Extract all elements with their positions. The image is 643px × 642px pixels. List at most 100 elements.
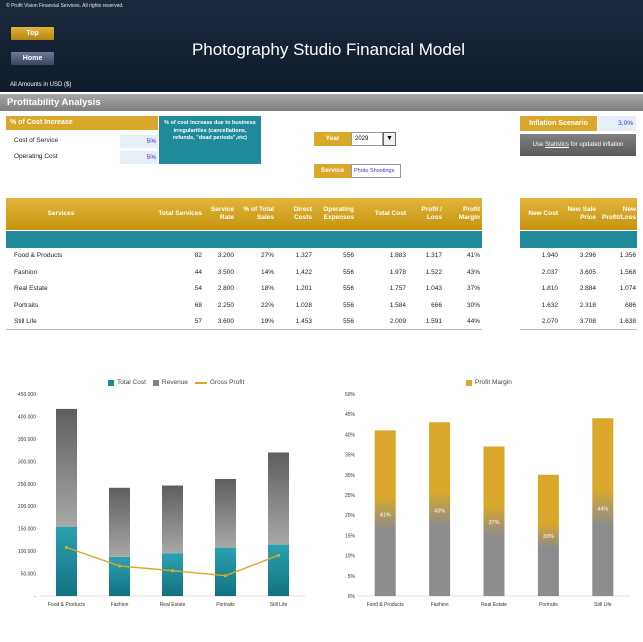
col-profit-loss: Profit / Loss	[421, 205, 442, 222]
table-cell-opex: 556	[343, 252, 354, 259]
home-button[interactable]: Home	[11, 52, 54, 65]
legend-swatch-revenue	[152, 379, 159, 386]
col-new-cost: New Cost	[528, 209, 558, 217]
y-tick-label: 300.000	[18, 459, 36, 465]
x-tick-label: Real Estate	[160, 602, 186, 608]
legend-swatch-profit-margin	[466, 379, 472, 386]
copyright-text: © Profit Vision Financial Services. All …	[6, 3, 124, 9]
chart2-legend: Profit Margin	[466, 379, 512, 386]
table-cell-opex: 556	[343, 285, 354, 293]
bar-total-cost	[268, 544, 289, 596]
table-body: Food & Products 82 3.200 27% 1.327 556 1.883 1.…	[6, 248, 482, 330]
table-cell-direct: 1.422	[295, 268, 312, 276]
gross-profit-point	[276, 553, 281, 557]
y-tick-label: 15%	[345, 533, 356, 539]
currency-note: All Amounts in USD ($)	[10, 82, 72, 88]
table-cell-profit: 1.591	[425, 318, 442, 326]
table-cell-total: 57	[194, 318, 202, 326]
bar-revenue	[109, 487, 130, 557]
x-tick-label: Real Estate	[481, 602, 507, 608]
bar-total-cost	[162, 553, 183, 596]
operating-cost-input[interactable]: 5%	[120, 151, 158, 164]
table-cell-new_price: 3.605	[579, 268, 596, 276]
cost-increase-heading: % of Cost Increase	[6, 116, 158, 130]
y-tick-label: 10%	[345, 554, 356, 560]
year-select[interactable]: 2029	[351, 132, 383, 146]
bar-revenue	[56, 408, 77, 527]
y-tick-label: 40%	[345, 432, 356, 438]
table-cell-cost: 1.757	[389, 285, 406, 293]
table-cell-new_cost: 1.810	[541, 285, 558, 293]
y-tick-label: 350.000	[18, 437, 36, 443]
table-cell-profit: 1.522	[425, 268, 442, 276]
table-cell-new_profit: 1.356	[619, 252, 636, 259]
table-cell-pct: 22%	[260, 301, 274, 309]
inflation-label: Inflation Scenario	[520, 116, 597, 131]
statistics-button[interactable]: Use Statistics for updated inflation	[520, 134, 636, 156]
y-tick-label: 45%	[345, 412, 356, 418]
y-tick-label: 450.000	[18, 392, 36, 398]
table-cell-total: 82	[194, 252, 202, 259]
top-button[interactable]: Top	[11, 27, 54, 40]
operating-cost-label: Operating Cost	[14, 153, 58, 160]
chevron-down-icon[interactable]: ▼	[383, 132, 396, 146]
y-tick-label: -	[34, 594, 36, 600]
bar-data-label: 37%	[488, 520, 499, 526]
table-cell-opex: 556	[343, 301, 354, 309]
x-tick-label: Food & Products	[367, 602, 405, 608]
cost-increase-note: % of cost increase due to business irreg…	[159, 116, 261, 164]
table-cell-pct: 14%	[260, 268, 274, 276]
y-tick-label: 250.000	[18, 482, 36, 488]
table-cell-profit: 666	[431, 301, 442, 309]
service-label: Service	[314, 164, 351, 178]
bar-profit-margin	[537, 474, 559, 596]
table-cell-new_profit: 686	[625, 301, 636, 309]
table-cell-new_cost: 2.070	[541, 318, 558, 326]
table-header: Services Total Services Service Rate % o…	[6, 198, 482, 230]
legend-total-cost: Total Cost	[117, 379, 146, 386]
table-cell-name: Food & Products	[14, 252, 63, 259]
cost-revenue-profit-chart: - 50.000 100.000 150.000 200.000 250.000 300.0…	[18, 392, 305, 608]
x-tick-label: Portraits	[539, 602, 558, 608]
table-cell-new_cost: 2.037	[541, 268, 558, 276]
table-cell-profit: 1.043	[425, 285, 442, 293]
bar-total-cost	[215, 547, 236, 596]
legend-swatch-total-cost	[108, 379, 114, 386]
table-cell-new_profit: 1.638	[619, 318, 636, 326]
table-cell-margin: 44%	[466, 318, 480, 326]
table-cell-name: Portraits	[14, 301, 39, 309]
table-cell-cost: 1.883	[389, 252, 406, 259]
statistics-link[interactable]: Statistics	[544, 142, 569, 148]
profit-margin-chart: 0% 5% 10% 15% 20% 25% 30% 35% 40% 45% 50% 41% Food &…	[345, 392, 630, 608]
table-cell-direct: 1.327	[295, 252, 312, 259]
col-new-profit-loss: New Profit/Loss	[602, 205, 636, 222]
gross-profit-point	[64, 545, 69, 550]
cost-of-service-input[interactable]: 5%	[120, 135, 158, 148]
table-cell-name: Fashion	[14, 268, 38, 276]
page-title: Photography Studio Financial Model	[191, 40, 466, 59]
x-tick-label: Fashion	[111, 602, 129, 608]
table-cell-new_price: 3.708	[579, 318, 596, 326]
bar-profit-margin	[592, 418, 614, 596]
y-tick-label: 5%	[348, 574, 356, 580]
x-tick-label: Fashion	[431, 602, 449, 608]
service-select[interactable]: Photo Shootings	[351, 164, 401, 178]
col-profit-margin: Profit Margin	[458, 205, 480, 222]
y-tick-label: 35%	[345, 453, 356, 459]
gross-profit-point	[170, 569, 175, 573]
bar-revenue	[268, 452, 289, 545]
table-cell-cost: 2.009	[389, 318, 406, 326]
table-header-right: New Cost New Sale Price New Profit/Loss	[520, 198, 637, 230]
inflation-input[interactable]: 3,0%	[598, 116, 636, 131]
col-total-services: Total Services	[158, 209, 202, 217]
x-tick-label: Still Life	[594, 602, 612, 608]
col-operating-expenses: Operating Expenses	[323, 205, 354, 222]
table-cell-margin: 37%	[466, 285, 480, 293]
gross-profit-point	[223, 574, 228, 578]
bar-data-label: 43%	[434, 509, 445, 515]
table-subheader-band-right	[520, 231, 637, 248]
table-cell-rate: 2.250	[217, 301, 234, 309]
cost-of-service-label: Cost of Service	[14, 137, 59, 144]
x-tick-label: Portraits	[216, 602, 235, 608]
y-tick-label: 50.000	[21, 572, 37, 578]
